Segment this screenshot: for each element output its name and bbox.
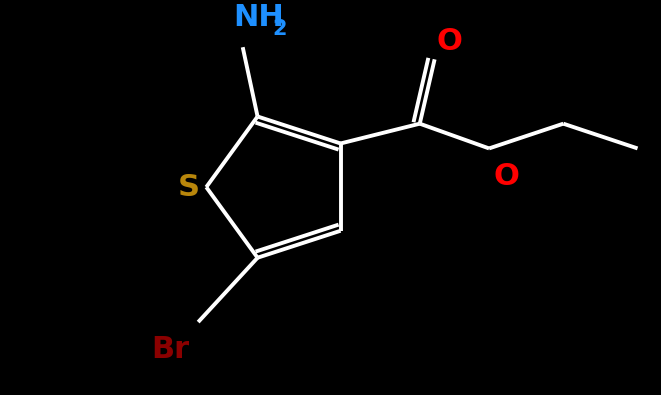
Text: Br: Br [151,335,190,364]
Text: O: O [494,162,520,191]
Text: 2: 2 [272,19,287,40]
Text: O: O [436,27,463,56]
Text: NH: NH [233,3,284,32]
Text: S: S [177,173,200,201]
